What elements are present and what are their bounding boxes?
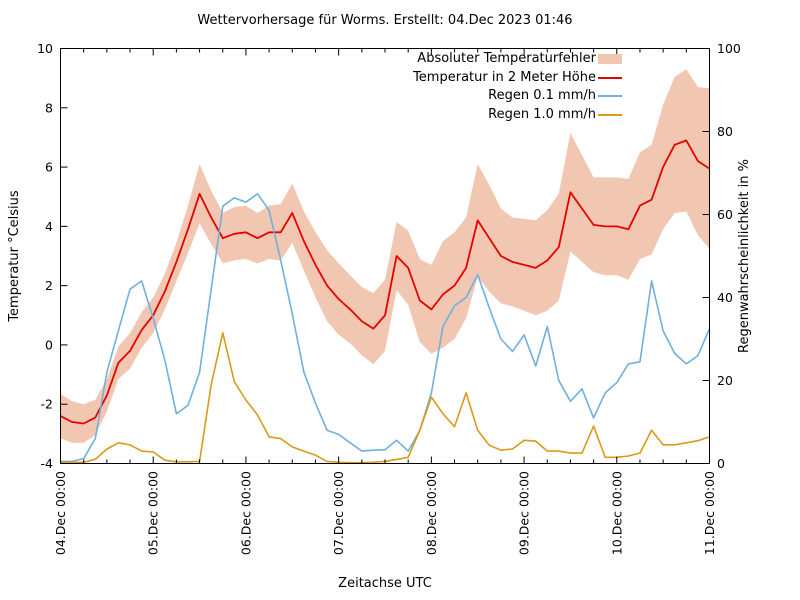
x-tick-label: 05.Dec 00:00 xyxy=(146,471,161,555)
y-left-tick-label: 2 xyxy=(45,278,53,293)
y-left-tick-label: 0 xyxy=(45,337,53,352)
x-tick-label: 07.Dec 00:00 xyxy=(331,471,346,555)
x-axis-title: Zeitachse UTC xyxy=(338,576,432,591)
y-left-tick-label: 8 xyxy=(45,100,53,115)
chart-title: Wettervorhersage für Worms. Erstellt: 04… xyxy=(197,13,573,28)
legend-item-rain-10: Regen 1.0 mm/h xyxy=(0,106,712,125)
legend-item-temperature-error: Absoluter Temperaturfehler xyxy=(0,50,712,69)
rain-01-line xyxy=(60,193,711,463)
orange-line-swatch-icon xyxy=(598,113,622,116)
blue-line-swatch-icon xyxy=(598,95,622,98)
legend-label: Absoluter Temperaturfehler xyxy=(417,51,596,66)
rain-10-line xyxy=(60,331,710,464)
x-tick-label: 04.Dec 00:00 xyxy=(53,471,68,555)
x-tick-label: 06.Dec 00:00 xyxy=(238,471,253,555)
legend-item-temperature: Temperatur in 2 Meter Höhe xyxy=(0,69,712,88)
temperature-line xyxy=(60,139,710,425)
legend-label: Regen 0.1 mm/h xyxy=(488,88,596,104)
x-tick-label: 11.Dec 00:00 xyxy=(702,471,717,555)
y-right-tick-label: 20 xyxy=(717,373,733,388)
legend-label: Temperatur in 2 Meter Höhe xyxy=(413,69,596,85)
y-left-tick-label: -4 xyxy=(41,456,54,471)
y-left-tick-label: 6 xyxy=(45,160,53,175)
y-right-tick-label: 40 xyxy=(717,290,733,305)
band-swatch-icon xyxy=(598,54,622,64)
legend-label: Regen 1.0 mm/h xyxy=(488,106,596,122)
y-left-tick-label: 4 xyxy=(45,219,53,234)
red-line-swatch-icon xyxy=(598,76,622,79)
x-tick-label: 09.Dec 00:00 xyxy=(517,471,532,555)
y-left-axis-title: Temperatur °Celsius xyxy=(7,190,22,323)
y-right-tick-label: 100 xyxy=(717,41,741,56)
x-tick-label: 08.Dec 00:00 xyxy=(424,471,439,555)
y-right-tick-label: 80 xyxy=(717,124,733,139)
y-right-tick-label: 0 xyxy=(717,456,725,471)
y-right-tick-label: 60 xyxy=(717,207,733,222)
y-left-tick-label: -2 xyxy=(41,397,53,412)
y-right-axis-title: Regenwahrscheinlichkeit in % xyxy=(737,159,752,353)
y-left-tick-label: 10 xyxy=(37,41,53,56)
x-tick-label: 10.Dec 00:00 xyxy=(609,471,624,555)
legend-item-rain-01: Regen 0.1 mm/h xyxy=(0,87,712,106)
chart-legend: Absoluter Temperaturfehler Temperatur in… xyxy=(0,50,712,124)
temperature-error-band xyxy=(60,69,710,443)
